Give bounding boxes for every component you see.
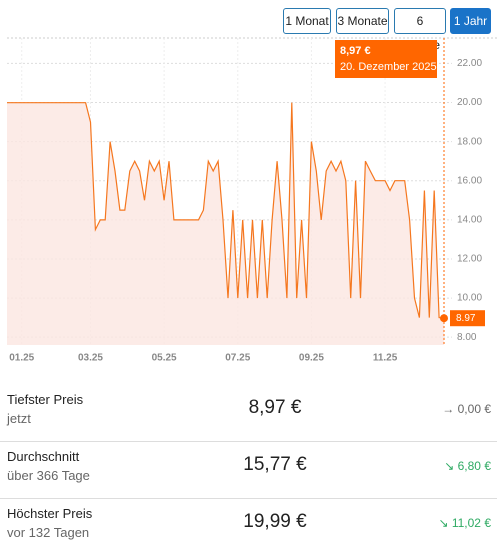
stat-row: Durchschnitt über 366 Tage 15,77 € ↘ 6,8… — [0, 442, 497, 499]
y-tick-label: 16.00 — [457, 175, 482, 186]
stat-label: Tiefster Preis — [7, 392, 84, 407]
stat-change: ↘ 6,80 € — [444, 459, 491, 473]
current-label: 8.97 — [456, 313, 476, 324]
price-line — [7, 102, 445, 319]
stat-sub: vor 132 Tagen — [7, 525, 90, 540]
stat-row: Höchster Preis vor 132 Tagen 19,99 € ↘ 1… — [0, 499, 497, 555]
stat-row: Tiefster Preis jetzt 8,97 € → 0,00 € — [0, 385, 497, 442]
y-tick-label: 20.00 — [457, 97, 482, 108]
x-tick-label: 09.25 — [299, 353, 324, 364]
current-label-box — [450, 310, 485, 327]
range-button[interactable]: 1 Monat — [283, 8, 331, 34]
chart: 8.00 10.00 12.00 14.00 16.00 18.00 20.00 22.00 0… — [7, 37, 497, 364]
tooltip — [335, 40, 437, 78]
y-tick-label: 12.00 — [457, 254, 482, 265]
stat-sub: über 366 Tage — [7, 468, 90, 483]
stat-label: Durchschnitt — [7, 449, 80, 464]
tooltip-date: 20. Dezember 2025 — [340, 61, 437, 73]
range-button[interactable]: 1 Jahr — [450, 8, 491, 34]
stat-value: 15,77 € — [243, 454, 307, 475]
x-tick-label: 01.25 — [9, 353, 34, 364]
stat-value: 8,97 € — [248, 397, 302, 418]
stat-change: → 0,00 € — [442, 402, 491, 416]
y-tick-label: 10.00 — [457, 293, 482, 304]
stat-label: Höchster Preis — [7, 506, 93, 521]
range-button[interactable]: 3 Monate — [336, 8, 389, 34]
y-tick-label: 14.00 — [457, 214, 482, 225]
x-tick-label: 03.25 — [78, 353, 103, 364]
y-tick-label: 22.00 — [457, 58, 482, 69]
x-tick-label: 07.25 — [225, 353, 250, 364]
stat-change: ↘ 11,02 € — [438, 516, 491, 530]
y-tick-label: 18.00 — [457, 136, 482, 147]
area — [7, 102, 444, 345]
tooltip-value: 8,97 € — [340, 45, 371, 57]
range-button[interactable]: 6 Monate — [394, 8, 446, 52]
stat-sub: jetzt — [7, 411, 31, 426]
y-tick-label: 8.00 — [457, 332, 477, 343]
x-tick-label: 11.25 — [373, 353, 398, 364]
current-point — [440, 314, 448, 323]
stat-value: 19,99 € — [243, 511, 307, 532]
x-tick-label: 05.25 — [152, 353, 177, 364]
